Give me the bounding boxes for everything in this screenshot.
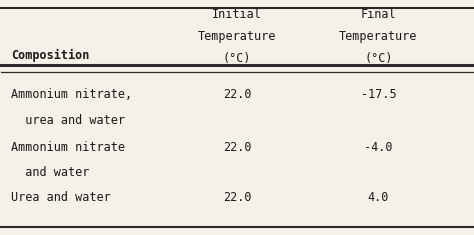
- Text: (°C): (°C): [364, 52, 392, 66]
- Text: 22.0: 22.0: [223, 141, 251, 154]
- Text: Composition: Composition: [11, 49, 89, 62]
- Text: Initial: Initial: [212, 8, 262, 21]
- Text: 22.0: 22.0: [223, 191, 251, 204]
- Text: and water: and water: [11, 166, 89, 179]
- Text: Ammonium nitrate: Ammonium nitrate: [11, 141, 125, 154]
- Text: -17.5: -17.5: [361, 88, 396, 102]
- Text: Temperature: Temperature: [339, 30, 418, 43]
- Text: Urea and water: Urea and water: [11, 191, 110, 204]
- Text: urea and water: urea and water: [11, 114, 125, 127]
- Text: (°C): (°C): [223, 52, 251, 66]
- Text: Ammonium nitrate,: Ammonium nitrate,: [11, 88, 132, 102]
- Text: 22.0: 22.0: [223, 88, 251, 102]
- Text: Final: Final: [361, 8, 396, 21]
- Text: 4.0: 4.0: [368, 191, 389, 204]
- Text: Temperature: Temperature: [198, 30, 276, 43]
- Text: -4.0: -4.0: [364, 141, 392, 154]
